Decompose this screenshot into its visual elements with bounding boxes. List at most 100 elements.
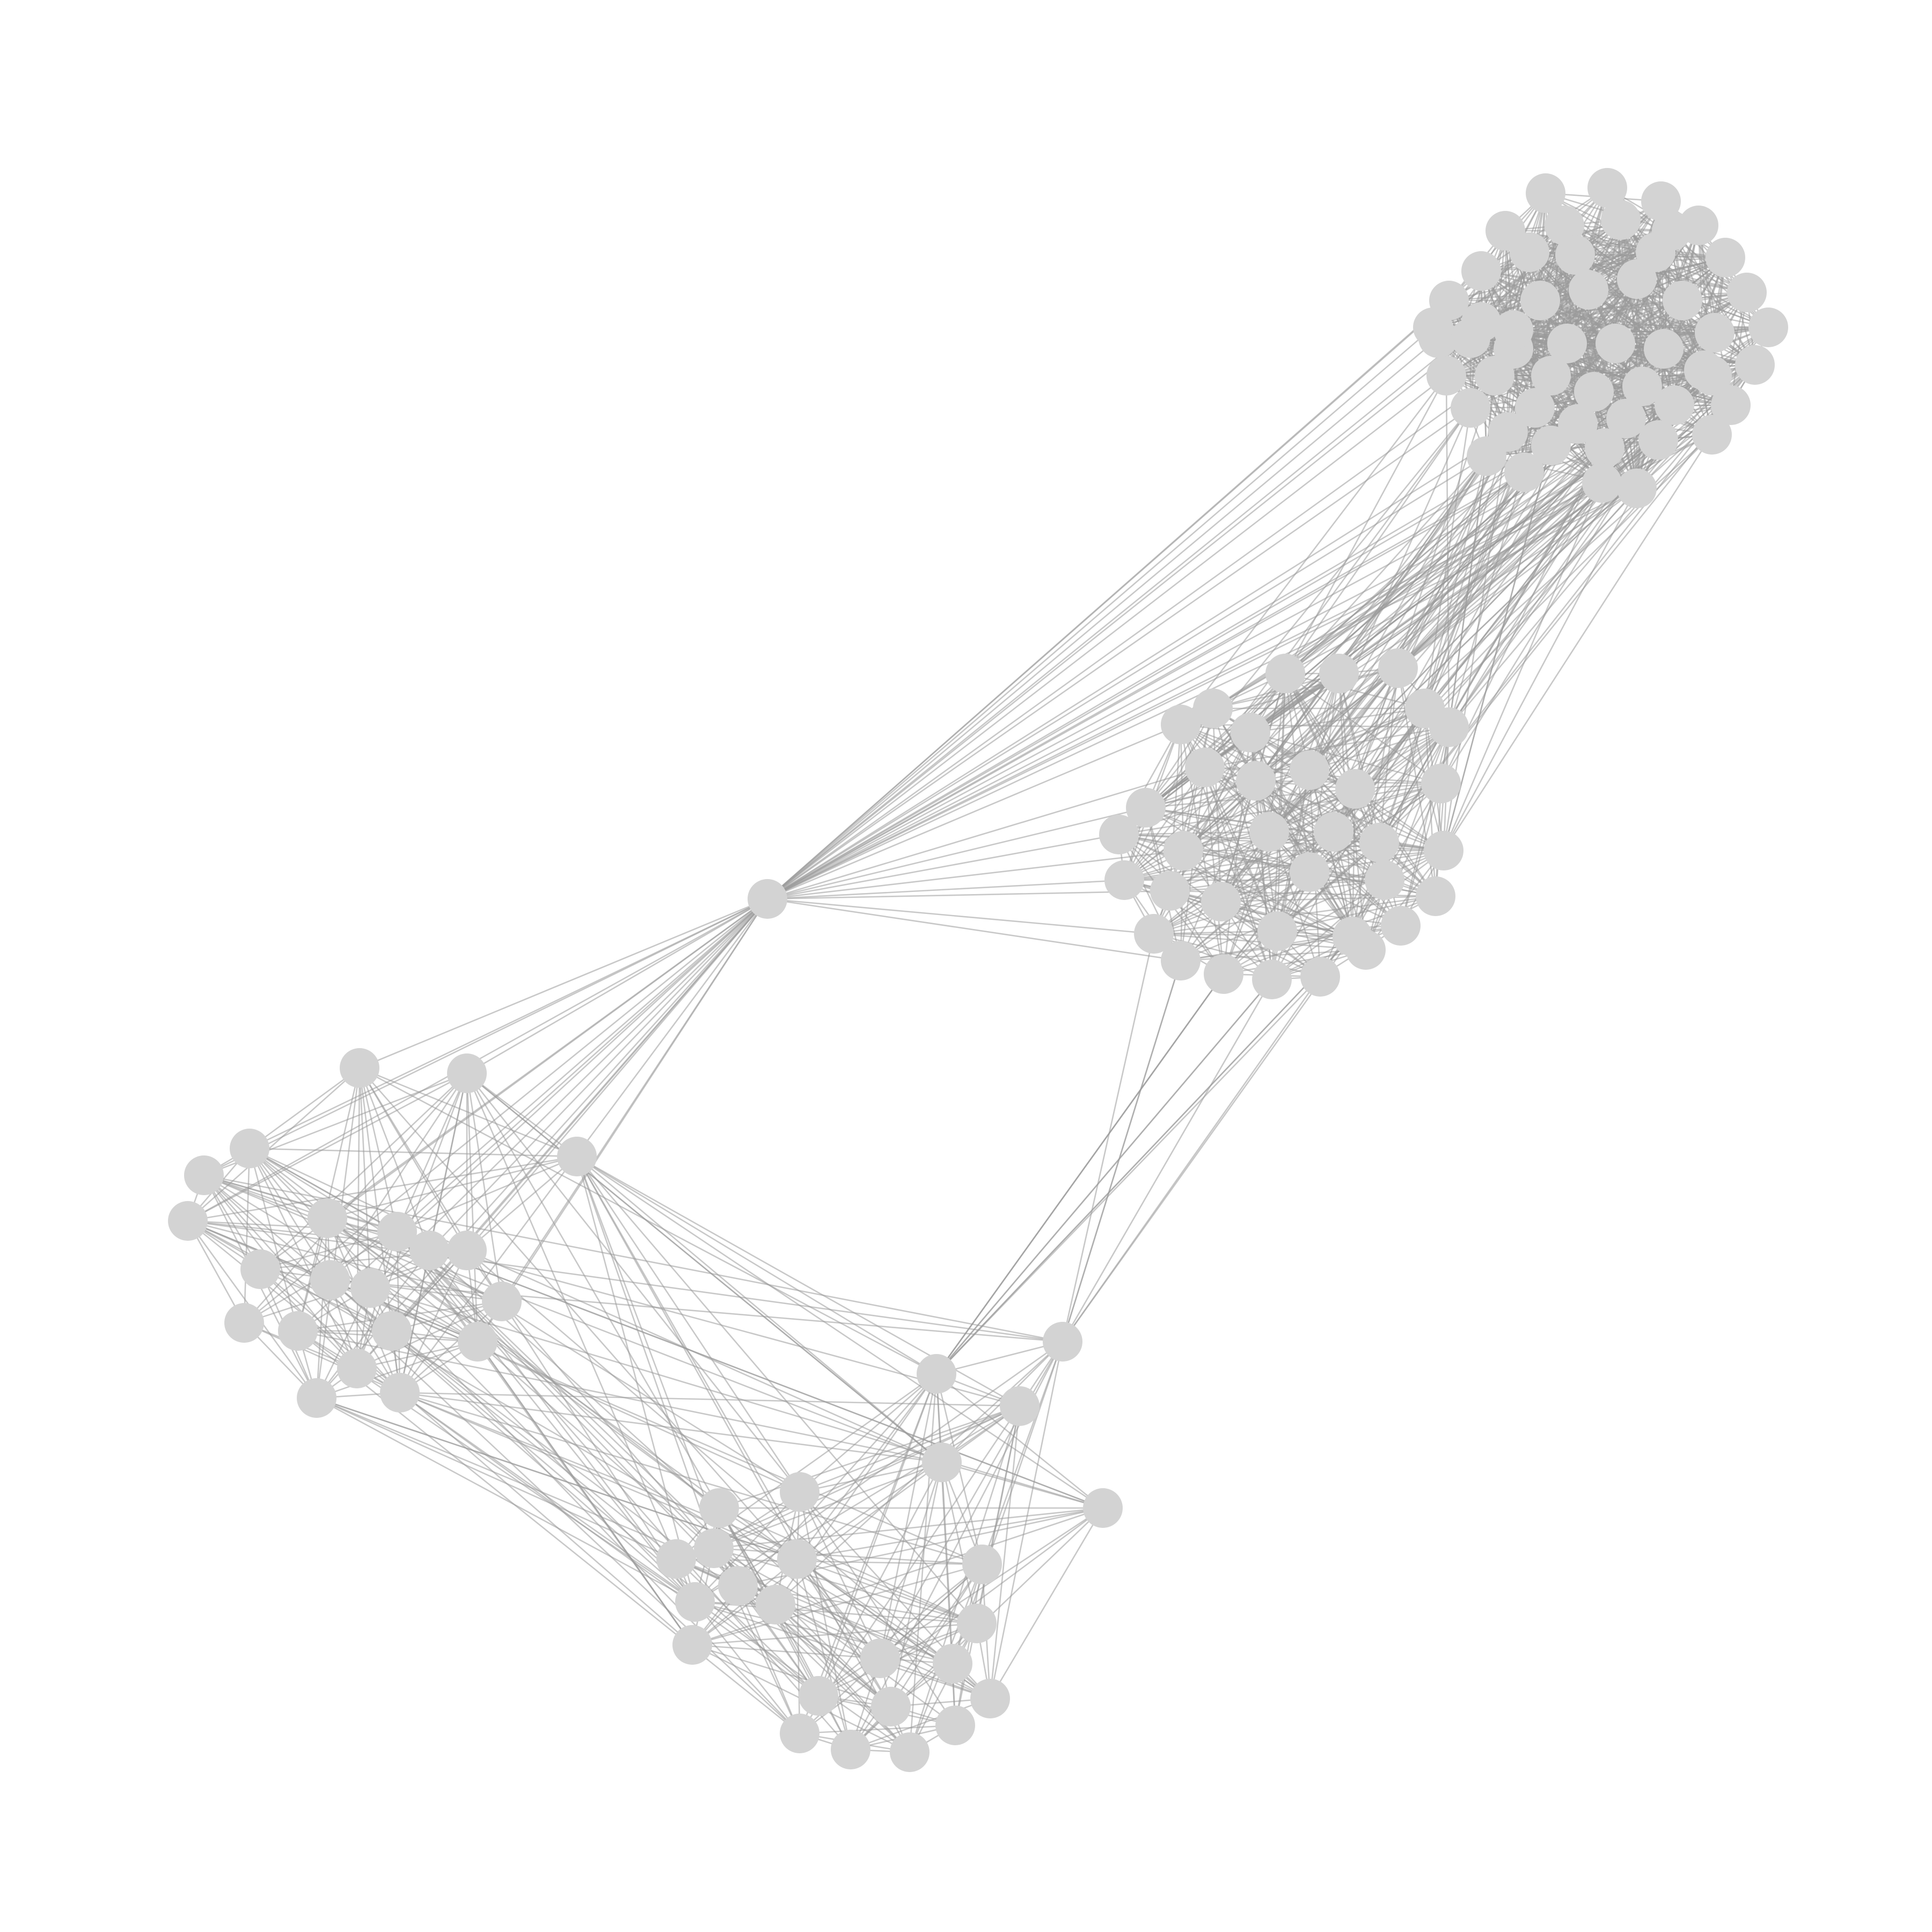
- graph-edge: [1448, 224, 1565, 302]
- graph-node-middle-cluster: [1099, 815, 1139, 854]
- graph-node-top-cluster: [1596, 324, 1635, 363]
- graph-edge: [941, 1462, 954, 1664]
- graph-edge: [1183, 850, 1385, 881]
- graph-node-top-cluster: [1711, 385, 1751, 425]
- graph-edge: [694, 1601, 991, 1700]
- graph-edge: [767, 850, 1184, 900]
- graph-edge: [767, 447, 1605, 900]
- graph-edge: [576, 1155, 1103, 1509]
- graph-edge: [1180, 724, 1184, 851]
- graph-node-middle-cluster: [1126, 788, 1166, 828]
- graph-node-middle-cluster: [1335, 769, 1375, 809]
- graph-edge: [1145, 769, 1310, 809]
- graph-node-left-cluster: [380, 1373, 420, 1413]
- graph-node-bottom-cluster: [1083, 1488, 1123, 1528]
- graph-node-left-cluster: [372, 1311, 412, 1351]
- graph-edge: [359, 1067, 577, 1158]
- graph-node-left-cluster: [308, 1198, 347, 1238]
- graph-edge: [767, 338, 1439, 899]
- graph-edge: [249, 1067, 360, 1150]
- graph-node-middle-cluster: [1381, 906, 1421, 946]
- graph-edge: [327, 1217, 991, 1700]
- graph-edge: [1212, 708, 1222, 902]
- graph-node-middle-cluster: [1319, 654, 1359, 693]
- graph-edge: [1513, 278, 1637, 331]
- graph-node-middle-cluster: [1201, 882, 1241, 921]
- graph-node-top-cluster: [1467, 436, 1506, 476]
- graph-edge: [1443, 488, 1638, 851]
- graph-node-top-cluster: [1558, 404, 1598, 444]
- graph-edge: [1333, 482, 1603, 832]
- graph-node-top-cluster: [1622, 367, 1662, 406]
- graph-edge: [466, 1250, 991, 1699]
- graph-node-bottom-cluster: [780, 1472, 819, 1512]
- graph-edge: [767, 898, 1154, 935]
- graph-node-middle-cluster: [1185, 748, 1225, 787]
- graph-edge: [429, 898, 768, 1251]
- graph-node-top-cluster: [1582, 463, 1622, 503]
- graph-node-top-cluster: [1655, 385, 1694, 425]
- graph-node-top-cluster: [1617, 469, 1657, 508]
- graph-node-top-cluster: [1510, 232, 1549, 272]
- graph-edge: [1448, 405, 1675, 728]
- graph-edge: [1255, 780, 1444, 852]
- graph-node-middle-cluster: [1314, 812, 1353, 852]
- graph-edge: [359, 1067, 937, 1375]
- graph-edge: [1153, 930, 1278, 935]
- graph-edge: [850, 1564, 983, 1750]
- graph-node-left-cluster: [297, 1378, 336, 1418]
- graph-node-left-cluster: [184, 1155, 224, 1195]
- graph-node-top-cluster: [1574, 372, 1614, 412]
- graph-edge: [576, 1156, 696, 1602]
- graph-edge: [909, 1623, 978, 1753]
- graph-edge: [799, 1373, 938, 1734]
- graph-edge: [396, 1231, 693, 1645]
- graph-edge: [1180, 935, 1353, 962]
- graph-edge: [1180, 375, 1447, 725]
- graph-edge: [1308, 770, 1353, 937]
- graph-node-middle-cluster: [1359, 823, 1399, 862]
- graph-edge: [713, 1405, 1020, 1549]
- graph-edge: [1534, 332, 1715, 409]
- graph-node-left-cluster: [557, 1137, 597, 1176]
- graph-edge: [935, 974, 1225, 1374]
- graph-edge: [397, 1231, 738, 1586]
- graph-edge: [767, 375, 1495, 900]
- graph-edge: [818, 1563, 983, 1697]
- graph-edge: [330, 1279, 819, 1696]
- graph-edge: [1276, 770, 1311, 932]
- graph-node-middle-cluster: [1236, 761, 1276, 801]
- graph-edge: [767, 455, 1487, 900]
- graph-node-top-cluster: [1520, 281, 1560, 320]
- graph-edge: [1169, 871, 1310, 892]
- graph-node-top-cluster: [1451, 388, 1490, 428]
- graph-node-middle-cluster: [1257, 911, 1297, 951]
- graph-edge: [1153, 831, 1334, 935]
- graph-node-middle-cluster: [1134, 914, 1174, 954]
- graph-edge: [1145, 708, 1214, 808]
- graph-node-top-cluster: [1413, 308, 1453, 347]
- graph-edge: [879, 1373, 938, 1659]
- graph-node-left-cluster: [230, 1129, 269, 1168]
- graph-node-middle-cluster: [1378, 648, 1418, 688]
- graph-node-left-cluster: [409, 1231, 449, 1270]
- graph-node-bottom-cluster: [799, 1676, 838, 1716]
- graph-edge: [692, 1622, 977, 1646]
- graph-node-top-cluster: [1531, 426, 1571, 465]
- graph-edge: [1153, 841, 1380, 935]
- graph-node-middle-cluster: [1424, 831, 1463, 870]
- graph-node-top-cluster: [1727, 273, 1767, 312]
- graph-edge: [359, 898, 768, 1069]
- graph-node-bottom-cluster: [672, 1625, 712, 1665]
- node-layer: [168, 168, 1788, 1772]
- graph-edge: [1124, 879, 1278, 932]
- graph-node-middle-cluster: [1300, 957, 1340, 997]
- graph-edge: [767, 723, 1181, 900]
- graph-edge: [187, 1220, 953, 1665]
- graph-node-top-cluster: [1569, 270, 1608, 310]
- graph-node-middle-cluster: [1163, 831, 1203, 870]
- graph-edge: [316, 1397, 696, 1603]
- graph-edge: [1250, 707, 1425, 734]
- graph-node-middle-cluster: [1150, 871, 1190, 911]
- graph-node-bottom-cluster: [871, 1687, 911, 1726]
